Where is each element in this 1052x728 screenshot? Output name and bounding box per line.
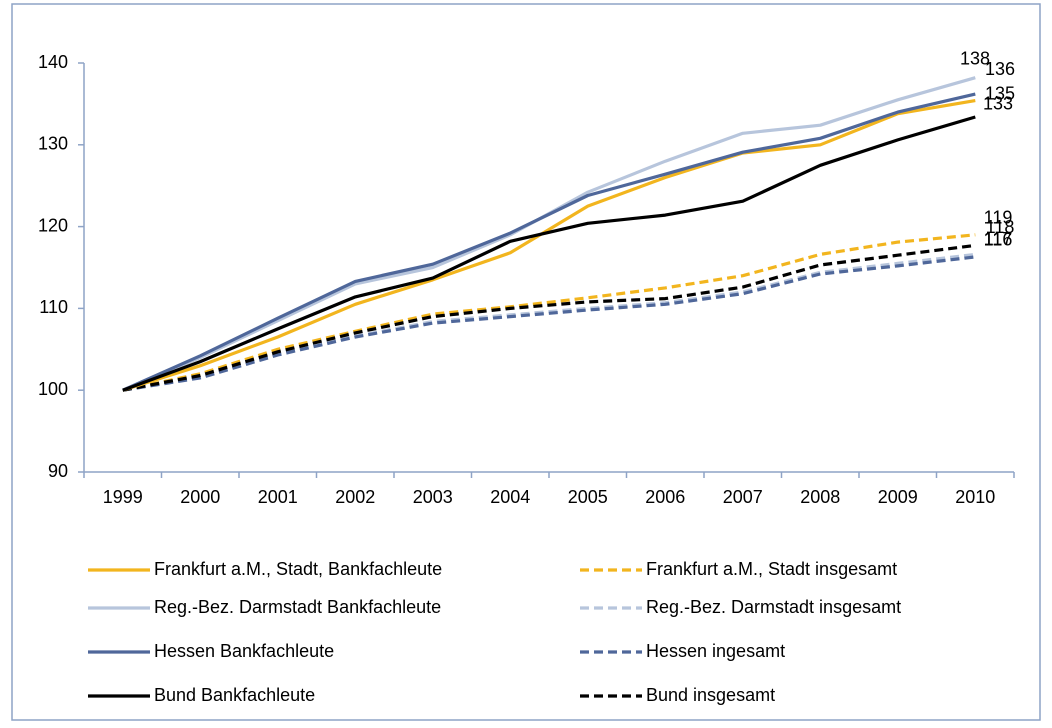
data-label: 119 [984, 208, 1013, 228]
series-line [122, 243, 976, 392]
x-tick-label: 2001 [258, 487, 298, 507]
x-tick-label: 2003 [413, 487, 453, 507]
data-label: 138 [960, 48, 990, 68]
legend-label: Bund Bankfachleute [154, 685, 315, 705]
x-tick-label: 2005 [568, 487, 608, 507]
y-tick-label: 140 [38, 52, 68, 72]
x-tick-label: 2010 [955, 487, 995, 507]
data-label: 136 [985, 59, 1015, 79]
legend-label: Frankfurt a.M., Stadt insgesamt [646, 559, 897, 579]
legend-label: Frankfurt a.M., Stadt, Bankfachleute [154, 559, 442, 579]
x-tick-label: 2009 [878, 487, 918, 507]
data-label: 117 [984, 229, 1013, 249]
y-tick-label: 100 [38, 379, 68, 399]
series-line [122, 115, 976, 392]
legend-label: Hessen Bankfachleute [154, 641, 334, 661]
y-tick-label: 90 [48, 461, 68, 481]
data-label: 135 [985, 83, 1015, 103]
series-line [122, 99, 976, 392]
x-tick-label: 1999 [103, 487, 143, 507]
x-tick-label: 2008 [800, 487, 840, 507]
y-tick-label: 110 [39, 297, 68, 317]
x-tick-label: 2004 [490, 487, 530, 507]
data-label: 116 [984, 230, 1013, 250]
legend-label: Reg.-Bez. Darmstadt Bankfachleute [154, 597, 441, 617]
series-line [122, 92, 976, 392]
x-tick-label: 2002 [335, 487, 375, 507]
legend-label: Bund insgesamt [646, 685, 775, 705]
legend-label: Reg.-Bez. Darmstadt insgesamt [646, 597, 901, 617]
y-tick-label: 130 [38, 134, 68, 154]
data-label: 133 [983, 94, 1013, 114]
data-label: 118 [986, 217, 1015, 237]
series-line [122, 255, 976, 392]
x-tick-label: 2006 [645, 487, 685, 507]
x-tick-label: 2007 [723, 487, 763, 507]
x-tick-label: 2000 [180, 487, 220, 507]
series-line [122, 233, 976, 392]
legend-label: Hessen ingesamt [646, 641, 785, 661]
y-tick-label: 120 [38, 215, 68, 235]
